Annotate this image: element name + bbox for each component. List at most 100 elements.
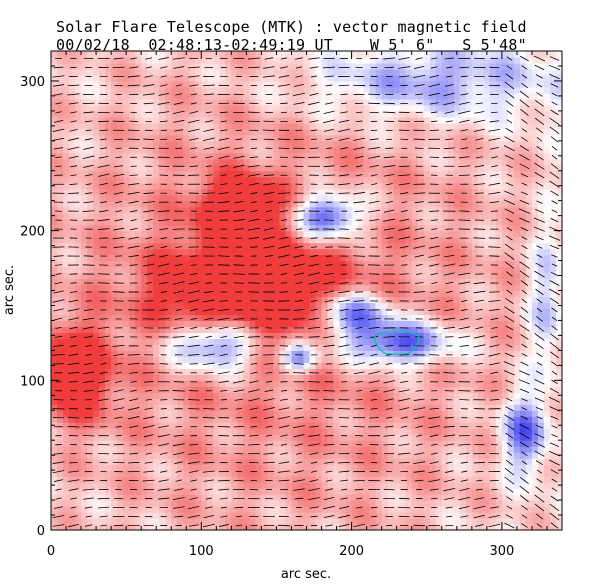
heatmap-cell: [375, 278, 383, 286]
heatmap-cell: [195, 200, 202, 208]
heatmap-cell: [171, 254, 178, 262]
heatmap-cell: [249, 122, 256, 130]
heatmap-cell: [237, 356, 244, 363]
heatmap-cell: [207, 140, 214, 148]
heatmap-cell: [273, 458, 281, 465]
heatmap-cell: [399, 440, 407, 447]
heatmap-cell: [351, 116, 359, 124]
heatmap-cell: [351, 182, 359, 190]
heatmap-cell: [195, 356, 202, 363]
heatmap-cell: [93, 320, 100, 328]
heatmap-cell: [117, 176, 124, 184]
heatmap-cell: [339, 350, 347, 357]
heatmap-cell: [129, 404, 136, 411]
heatmap-cell: [51, 314, 58, 322]
heatmap-cell: [147, 362, 154, 369]
heatmap-cell: [321, 152, 329, 160]
heatmap-cell: [93, 152, 100, 160]
heatmap-cell: [261, 524, 269, 530]
heatmap-cell: [369, 212, 377, 220]
heatmap-cell: [225, 272, 232, 280]
heatmap-cell: [357, 98, 365, 106]
heatmap-cell: [333, 446, 341, 453]
heatmap-cell: [171, 104, 178, 112]
heatmap-cell: [417, 434, 425, 441]
heatmap-cell: [357, 134, 365, 142]
heatmap-cell: [135, 248, 142, 256]
heatmap-cell: [363, 332, 371, 339]
heatmap-cell: [231, 476, 238, 483]
heatmap-cell: [255, 80, 263, 88]
heatmap-cell: [51, 518, 58, 525]
heatmap-cell: [315, 512, 323, 519]
heatmap-cell: [405, 470, 413, 477]
heatmap-cell: [399, 290, 407, 298]
heatmap-cell: [177, 62, 184, 70]
heatmap-cell: [153, 62, 160, 70]
heatmap-cell: [147, 296, 154, 304]
heatmap-cell: [291, 80, 299, 88]
heatmap-cell: [417, 248, 425, 256]
heatmap-cell: [225, 506, 232, 513]
heatmap-cell: [63, 512, 70, 519]
heatmap-cell: [99, 224, 106, 232]
heatmap-cell: [291, 176, 299, 184]
heatmap-cell: [177, 338, 184, 345]
heatmap-cell: [351, 512, 359, 519]
heatmap-cell: [387, 338, 395, 345]
heatmap-cell: [243, 380, 250, 387]
heatmap-cell: [51, 440, 58, 447]
heatmap-cell: [321, 230, 329, 238]
heatmap-cell: [81, 200, 88, 208]
heatmap-cell: [339, 344, 347, 351]
heatmap-cell: [405, 62, 413, 70]
heatmap-cell: [309, 176, 317, 184]
heatmap-cell: [99, 110, 106, 118]
heatmap-cell: [189, 416, 196, 423]
heatmap-cell: [369, 464, 377, 471]
heatmap-cell: [177, 344, 184, 351]
heatmap-cell: [261, 278, 269, 286]
heatmap-cell: [129, 290, 136, 298]
heatmap-cell: [399, 170, 407, 178]
heatmap-cell: [177, 470, 184, 477]
heatmap-cell: [231, 206, 238, 214]
heatmap-cell: [393, 110, 401, 118]
heatmap-cell: [135, 128, 142, 136]
heatmap-cell: [171, 464, 178, 471]
heatmap-cell: [255, 356, 263, 363]
heatmap-cell: [87, 440, 94, 447]
heatmap-cell: [399, 362, 407, 369]
heatmap-cell: [219, 284, 226, 292]
heatmap-cell: [129, 206, 136, 214]
heatmap-cell: [339, 368, 347, 375]
heatmap-cell: [243, 404, 250, 411]
heatmap-cell: [225, 206, 232, 214]
heatmap-cell: [123, 332, 130, 339]
heatmap-cell: [261, 308, 269, 316]
heatmap-cell: [129, 500, 136, 507]
heatmap-cell: [417, 368, 425, 375]
heatmap-cell: [87, 350, 94, 357]
heatmap-cell: [201, 62, 208, 70]
heatmap-cell: [111, 224, 118, 232]
heatmap-cell: [213, 434, 220, 441]
heatmap-cell: [219, 458, 226, 465]
heatmap-cell: [411, 74, 419, 82]
heatmap-cell: [189, 338, 196, 345]
heatmap-cell: [207, 338, 214, 345]
heatmap-cell: [279, 236, 287, 244]
heatmap-cell: [237, 104, 244, 112]
heatmap-cell: [279, 320, 287, 328]
heatmap-cell: [171, 134, 178, 142]
heatmap-cell: [255, 380, 263, 387]
heatmap-cell: [399, 458, 407, 465]
heatmap-cell: [279, 116, 287, 124]
heatmap-cell: [201, 260, 208, 268]
heatmap-cell: [159, 458, 166, 465]
heatmap-cell: [273, 500, 281, 507]
heatmap-cell: [231, 272, 238, 280]
heatmap-cell: [405, 320, 413, 328]
heatmap-cell: [207, 518, 214, 525]
heatmap-cell: [273, 230, 281, 238]
